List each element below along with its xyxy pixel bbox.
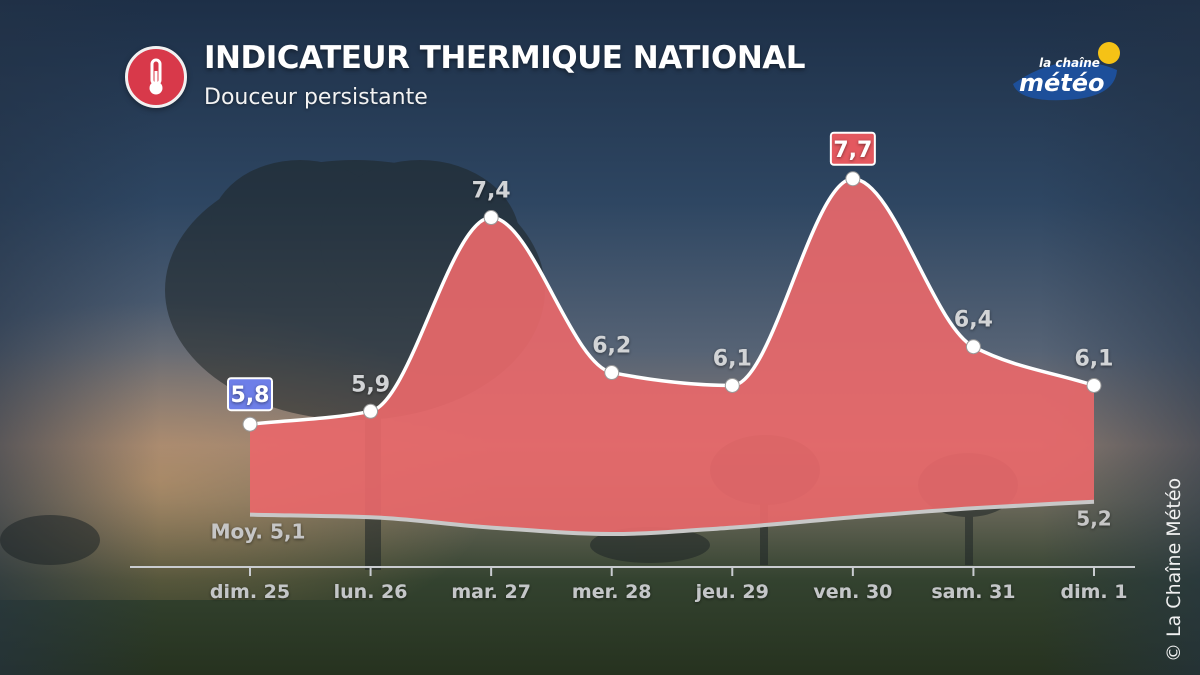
chart-subtitle: Douceur persistante (204, 85, 428, 110)
max-badge (829, 131, 876, 166)
data-point (242, 416, 258, 432)
svg-text:la chaîne: la chaîne (1039, 56, 1100, 70)
normal-end-label: 5,2 (1076, 507, 1111, 531)
normal-start-label: Moy. 5,1 (211, 520, 306, 544)
data-point (845, 171, 861, 187)
data-label: 7,7 (833, 138, 872, 163)
copyright-text: © La Chaîne Météo (1163, 477, 1185, 662)
normal-line (249, 499, 1095, 537)
data-label: 6,4 (954, 308, 993, 333)
temperature-area (250, 178, 1094, 535)
x-tick-label: mer. 28 (572, 581, 652, 603)
x-tick-label: dim. 1 (1061, 581, 1128, 603)
data-label: 6,1 (713, 346, 752, 371)
data-point (965, 339, 981, 355)
la-chaine-meteo-logo: la chaîne météo (1013, 42, 1120, 101)
temperature-line (249, 177, 1095, 426)
data-point (724, 377, 740, 393)
x-tick-label: ven. 30 (813, 581, 892, 603)
x-tick-label: dim. 25 (210, 581, 290, 603)
x-tick-label: sam. 31 (931, 581, 1015, 603)
svg-text:météo: météo (1019, 69, 1105, 97)
x-tick-label: lun. 26 (334, 581, 408, 603)
data-label: 6,1 (1075, 346, 1114, 371)
data-point (604, 365, 620, 381)
chart-title: INDICATEUR THERMIQUE NATIONAL (204, 40, 806, 76)
thermometer-icon (125, 46, 187, 108)
data-label: 5,8 (231, 383, 270, 408)
data-label: 7,4 (472, 179, 511, 204)
data-point (483, 210, 499, 226)
min-badge (227, 377, 273, 412)
x-tick-label: mar. 27 (451, 581, 531, 603)
data-label: 5,9 (351, 372, 390, 397)
data-label: 6,2 (592, 334, 631, 359)
right-vignette (1040, 0, 1200, 675)
data-point (1086, 377, 1102, 393)
left-vignette (0, 0, 160, 675)
x-tick-label: jeu. 29 (695, 581, 769, 603)
data-point (363, 403, 379, 419)
